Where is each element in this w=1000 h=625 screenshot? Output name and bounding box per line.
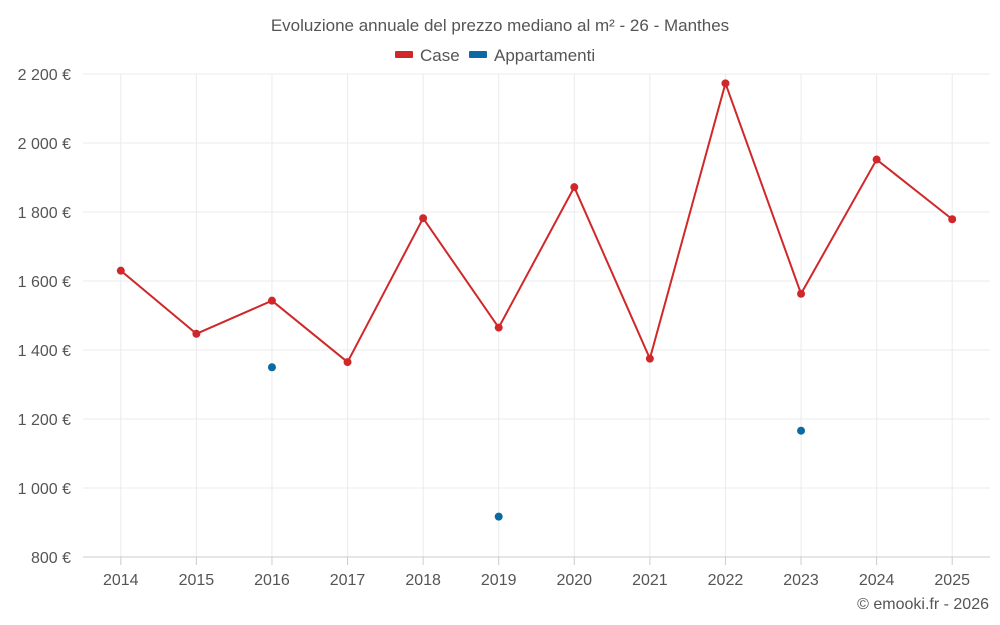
x-tick-label: 2023 <box>783 572 819 589</box>
legend-label-case: Case <box>420 46 460 65</box>
x-tick-label: 2016 <box>254 572 290 589</box>
data-point-case[interactable] <box>948 215 957 224</box>
legend-swatch-case <box>395 51 413 58</box>
data-point-appartamenti[interactable] <box>494 512 503 521</box>
data-point-appartamenti[interactable] <box>267 363 276 372</box>
chart-title: Evoluzione annuale del prezzo mediano al… <box>271 16 729 35</box>
data-point-case[interactable] <box>343 358 352 367</box>
grid <box>83 73 990 557</box>
y-tick-label: 1 600 € <box>18 274 71 291</box>
x-tick-label: 2024 <box>859 572 895 589</box>
data-point-case[interactable] <box>721 79 730 88</box>
data-point-case[interactable] <box>419 214 428 223</box>
legend-label-appartamenti: Appartamenti <box>494 46 595 65</box>
data-point-appartamenti[interactable] <box>797 426 806 435</box>
y-tick-label: 2 200 € <box>18 67 71 84</box>
series-layer <box>116 79 957 521</box>
x-tick-label: 2022 <box>708 572 744 589</box>
y-tick-label: 2 000 € <box>18 136 71 153</box>
x-tick-label: 2015 <box>179 572 215 589</box>
data-point-case[interactable] <box>267 296 276 305</box>
data-point-case[interactable] <box>494 323 503 332</box>
legend-item-appartamenti[interactable]: Appartamenti <box>469 46 595 65</box>
x-tick-label: 2020 <box>556 572 592 589</box>
legend-swatch-appartamenti <box>469 51 487 58</box>
data-point-case[interactable] <box>872 155 881 164</box>
series-line-case <box>120 82 953 364</box>
y-tick-label: 1 200 € <box>18 412 71 429</box>
legend-item-case[interactable]: Case <box>395 46 460 65</box>
x-tick-label: 2019 <box>481 572 517 589</box>
x-tick-label: 2014 <box>103 572 139 589</box>
data-point-case[interactable] <box>797 289 806 298</box>
y-tick-label: 1 400 € <box>18 343 71 360</box>
legend: Case Appartamenti <box>395 46 595 65</box>
y-tick-label: 1 800 € <box>18 205 71 222</box>
x-tick-label: 2025 <box>934 572 970 589</box>
data-point-case[interactable] <box>645 354 654 363</box>
y-tick-label: 800 € <box>31 550 71 567</box>
data-point-case[interactable] <box>192 329 201 338</box>
credit-text: © emooki.fr - 2026 <box>857 596 989 613</box>
x-tick-label: 2021 <box>632 572 668 589</box>
data-point-case[interactable] <box>570 183 579 192</box>
x-tick-label: 2018 <box>405 572 441 589</box>
x-tick-label: 2017 <box>330 572 366 589</box>
data-point-case[interactable] <box>116 266 125 275</box>
axes: 800 € 1 000 € 1 200 € 1 400 € 1 600 € 1 800 €… <box>18 67 990 589</box>
y-tick-label: 1 000 € <box>18 481 71 498</box>
